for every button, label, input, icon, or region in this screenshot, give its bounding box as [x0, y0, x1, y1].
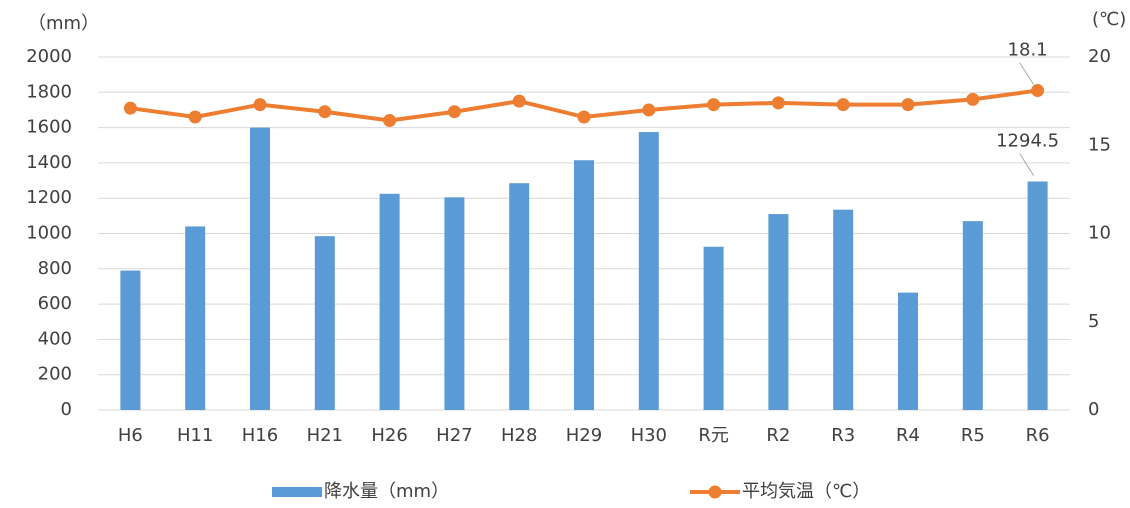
bar — [638, 132, 659, 410]
y2-tick-label: 20 — [1088, 46, 1111, 67]
y-tick-label: 1400 — [26, 152, 72, 173]
bar — [250, 127, 270, 410]
x-tick-label: H6 — [118, 425, 143, 446]
x-tick-label: H16 — [242, 425, 278, 446]
legend-swatch-point — [708, 485, 722, 499]
y-tick-label: 1200 — [26, 187, 72, 208]
y2-unit: (℃) — [1092, 9, 1126, 30]
x-tick-label: R元 — [698, 425, 729, 446]
temperature-point — [383, 114, 397, 128]
temperature-point — [901, 98, 915, 112]
y2-tick-label: 0 — [1088, 399, 1099, 420]
temperature-point — [836, 98, 850, 112]
bar — [444, 197, 465, 410]
y2-tick-label: 15 — [1088, 134, 1111, 155]
bar — [833, 209, 854, 410]
x-tick-label: R2 — [766, 425, 790, 446]
y-tick-label: 800 — [38, 258, 72, 279]
temperature-point — [577, 110, 591, 124]
x-tick-label: H27 — [436, 425, 472, 446]
data-label: 18.1 — [1008, 40, 1048, 61]
leader-line — [1019, 153, 1035, 176]
x-tick-label: H21 — [307, 425, 343, 446]
y2-tick-label: 5 — [1088, 311, 1099, 332]
temperature-point — [512, 94, 526, 108]
x-tick-label: H29 — [566, 425, 602, 446]
x-tick-label: R5 — [961, 425, 985, 446]
x-tick-label: H11 — [177, 425, 213, 446]
y-tick-label: 1800 — [26, 81, 72, 102]
bar — [768, 214, 789, 410]
legend-swatch — [272, 487, 322, 497]
y-tick-label: 200 — [38, 364, 72, 385]
y-unit: （mm） — [28, 13, 99, 34]
temperature-point — [447, 105, 461, 119]
bar — [314, 236, 335, 410]
bar — [898, 292, 918, 410]
bar — [120, 270, 141, 410]
y-tick-label: 1600 — [26, 117, 72, 138]
x-tick-label: R6 — [1026, 425, 1050, 446]
temperature-point — [966, 92, 980, 106]
temperature-point — [318, 105, 332, 119]
y2-tick-label: 10 — [1088, 223, 1111, 244]
bar — [962, 221, 983, 410]
bar — [703, 246, 724, 410]
y-tick-label: 0 — [61, 399, 72, 420]
legend-label: 平均気温（℃） — [742, 481, 870, 502]
x-tick-label: H26 — [371, 425, 407, 446]
temperature-point — [188, 110, 202, 124]
y-tick-label: 1000 — [26, 223, 72, 244]
bar — [509, 183, 530, 410]
leader-line — [1019, 62, 1035, 85]
bar — [574, 160, 594, 410]
data-label: 1294.5 — [996, 131, 1059, 152]
y-tick-label: 600 — [38, 293, 72, 314]
bar — [379, 193, 400, 410]
temperature-point — [642, 103, 656, 117]
temperature-point — [253, 98, 267, 112]
temperature-point — [1031, 84, 1045, 98]
legend-label: 降水量（mm） — [324, 481, 449, 502]
x-tick-label: R3 — [831, 425, 855, 446]
y-tick-label: 400 — [38, 328, 72, 349]
x-tick-label: R4 — [896, 425, 920, 446]
temperature-point — [123, 101, 137, 115]
temperature-point — [707, 98, 721, 112]
x-tick-label: H30 — [631, 425, 667, 446]
bar — [1027, 181, 1048, 410]
bar — [185, 226, 206, 410]
y-tick-label: 2000 — [26, 46, 72, 67]
temperature-point — [771, 96, 785, 110]
x-tick-label: H28 — [501, 425, 537, 446]
